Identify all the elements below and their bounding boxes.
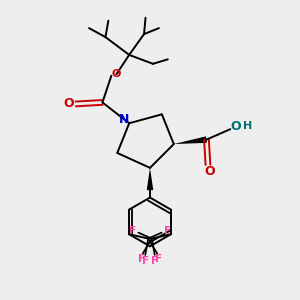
Text: H: H bbox=[243, 121, 252, 131]
Text: O: O bbox=[204, 165, 215, 178]
Text: F: F bbox=[142, 256, 149, 266]
Text: F: F bbox=[151, 256, 158, 266]
Polygon shape bbox=[174, 136, 207, 144]
Text: N: N bbox=[119, 113, 129, 126]
Text: F: F bbox=[164, 226, 171, 236]
Text: O: O bbox=[112, 69, 121, 79]
Text: F: F bbox=[155, 254, 162, 264]
Text: O: O bbox=[230, 120, 241, 133]
Text: F: F bbox=[129, 226, 136, 236]
Polygon shape bbox=[147, 168, 153, 190]
Text: O: O bbox=[64, 98, 74, 110]
Text: F: F bbox=[138, 254, 145, 264]
